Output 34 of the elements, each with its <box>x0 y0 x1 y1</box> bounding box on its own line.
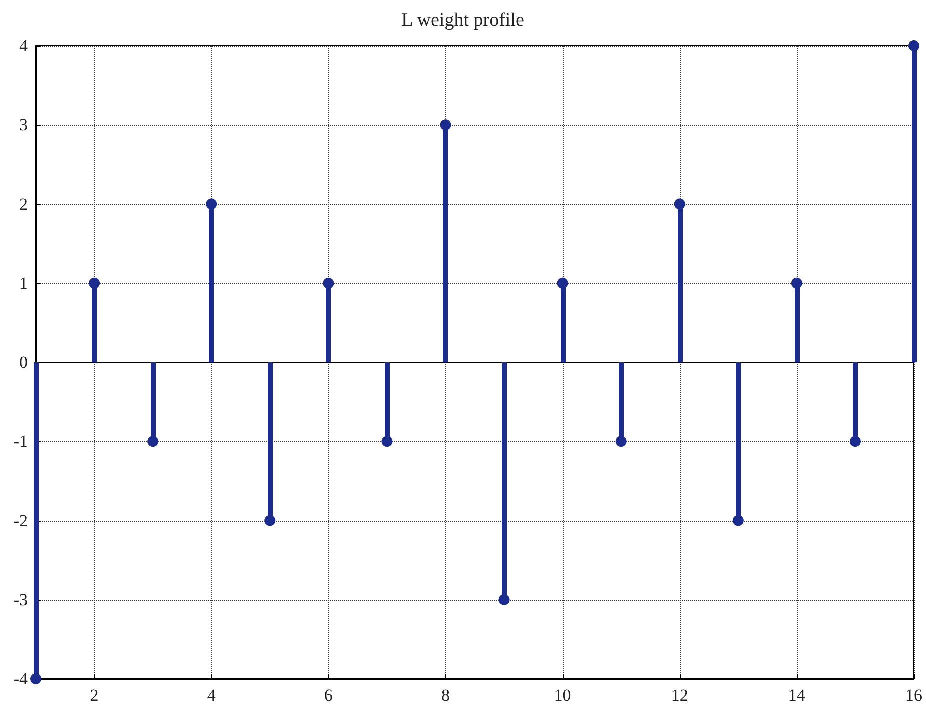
y-tick-label: 3 <box>20 116 28 135</box>
y-tick-label: -1 <box>14 432 28 452</box>
y-tick-label: -4 <box>14 670 28 688</box>
chart-title: L weight profile <box>402 10 524 31</box>
y-tick-label: 4 <box>20 36 28 56</box>
point <box>382 436 393 448</box>
point <box>616 436 627 448</box>
x-tick-label: 10 <box>554 686 572 705</box>
point <box>557 278 568 289</box>
x-tick-label: 4 <box>207 686 216 705</box>
x-tick-label: 2 <box>90 686 99 705</box>
point <box>30 674 42 684</box>
x-tick-label: 8 <box>441 686 450 705</box>
point <box>89 278 100 289</box>
point <box>323 278 334 289</box>
point <box>498 594 510 606</box>
point <box>908 40 920 52</box>
x-tick-label: 14 <box>788 686 806 705</box>
point <box>791 278 802 289</box>
point <box>732 515 744 526</box>
point <box>850 436 861 448</box>
y-tick-label: -3 <box>14 590 28 610</box>
y-tick-label: 1 <box>20 274 28 293</box>
y-tick-label: 2 <box>20 194 28 214</box>
point <box>206 198 218 210</box>
point <box>148 436 159 448</box>
point <box>674 198 686 210</box>
y-tick-label: -2 <box>14 511 28 530</box>
y-tick-label: 0 <box>20 353 28 372</box>
x-tick-label: 16 <box>906 686 922 705</box>
point <box>440 120 452 131</box>
x-tick-label: 6 <box>324 686 333 705</box>
point <box>264 515 276 526</box>
x-tick-label: 12 <box>671 686 688 705</box>
